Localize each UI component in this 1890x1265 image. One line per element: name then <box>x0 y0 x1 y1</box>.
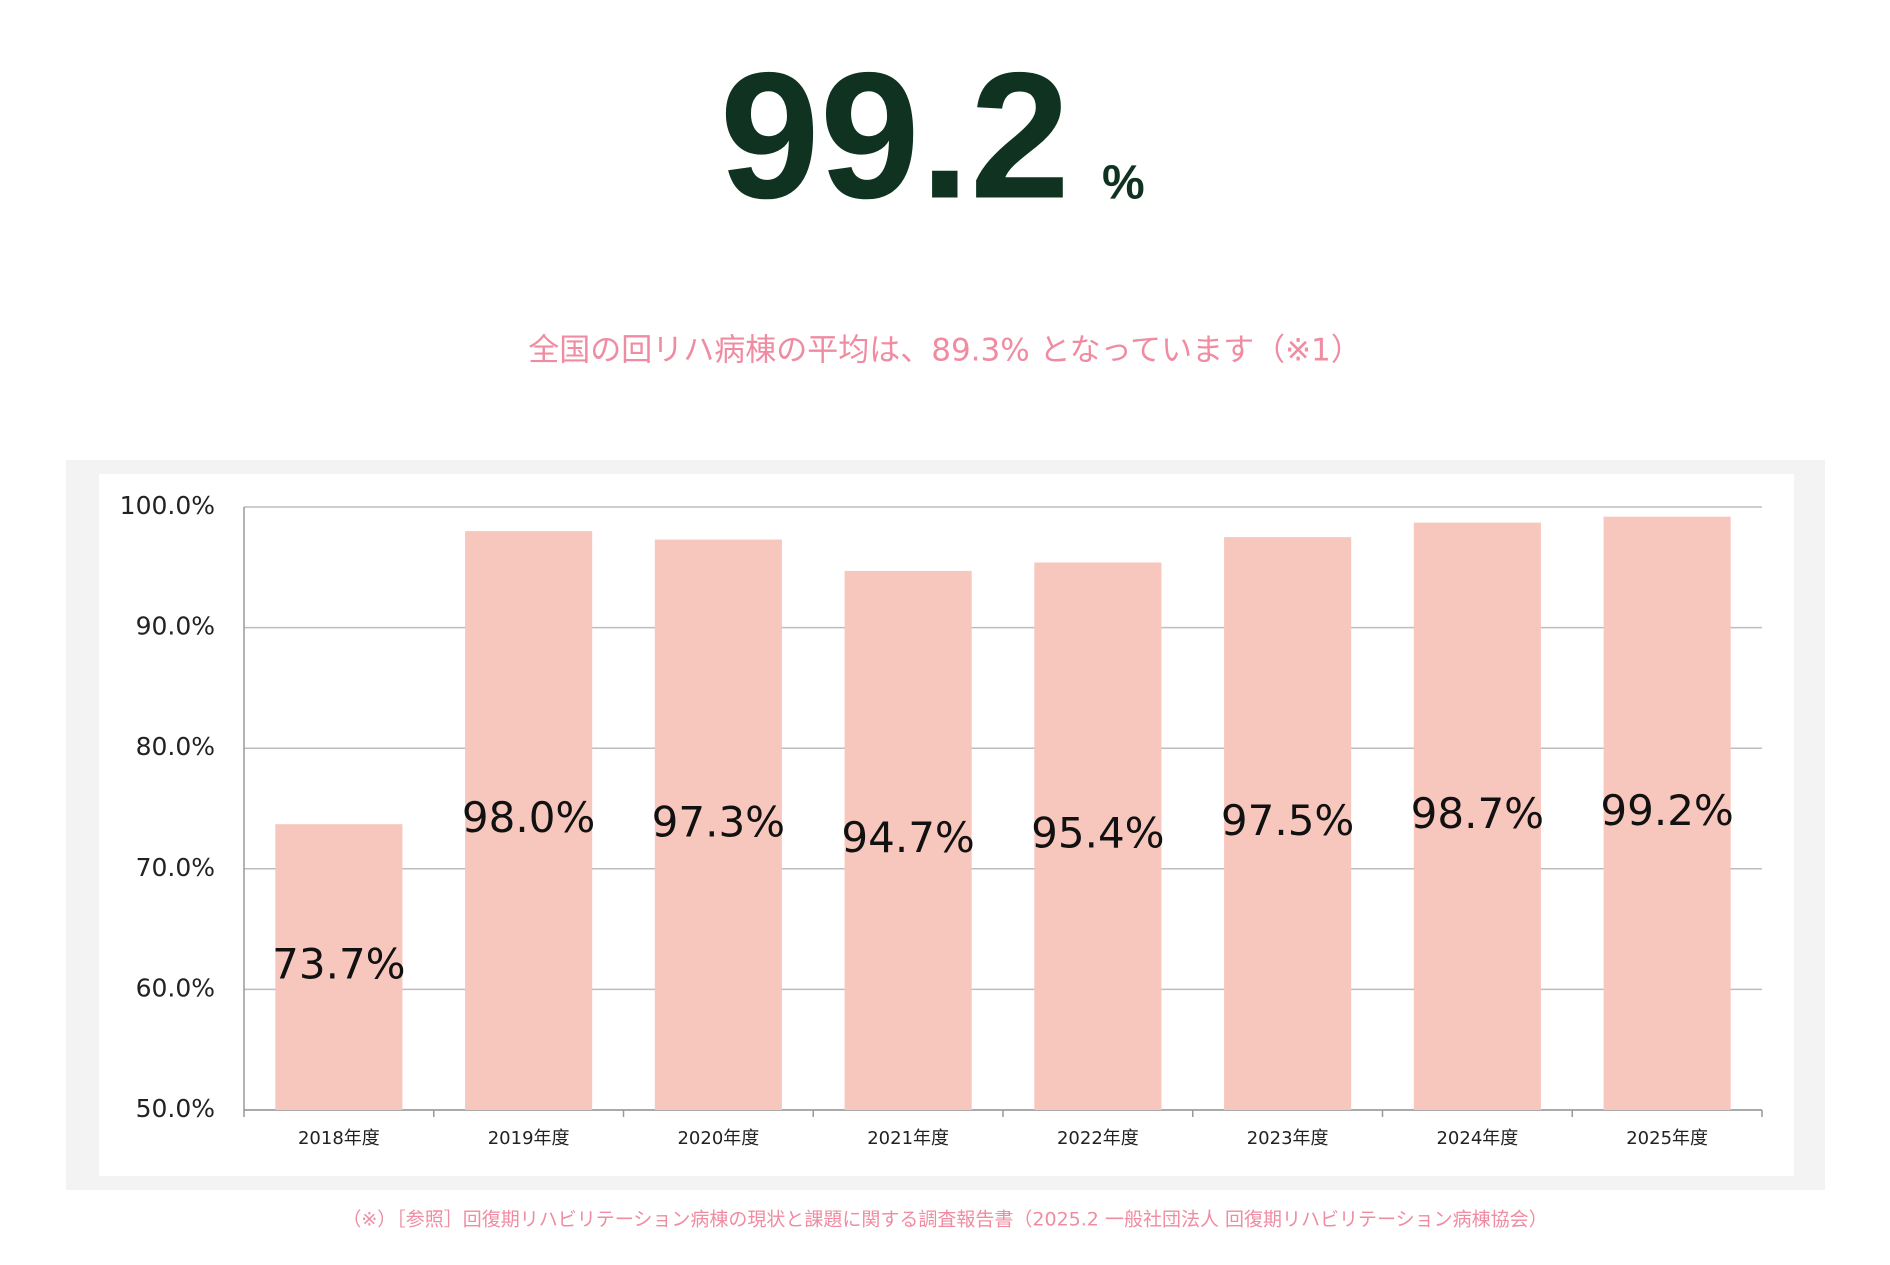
x-tick-label: 2022年度 <box>1057 1128 1139 1149</box>
bar <box>465 531 593 1110</box>
subtitle: 全国の回リハ病棟の平均は、89.3% となっています（※1） <box>528 333 1362 369</box>
y-tick-label: 100.0% <box>120 491 215 520</box>
y-tick-label: 50.0% <box>136 1094 215 1123</box>
bar <box>275 824 403 1110</box>
headline-value: 99.2 <box>720 36 1070 237</box>
y-tick-label: 70.0% <box>136 853 215 882</box>
bar <box>1603 516 1731 1110</box>
y-tick-label: 80.0% <box>136 732 215 761</box>
x-tick-label: 2019年度 <box>488 1128 570 1149</box>
y-tick-label: 90.0% <box>136 612 215 641</box>
y-tick-label: 60.0% <box>136 973 215 1002</box>
x-tick-label: 2024年度 <box>1436 1128 1518 1149</box>
x-tick-label: 2023年度 <box>1247 1128 1329 1149</box>
data-label: 98.0% <box>462 793 595 842</box>
data-label: 98.7% <box>1411 789 1544 838</box>
headline-unit: % <box>1102 157 1145 210</box>
x-tick-label: 2025年度 <box>1626 1128 1708 1149</box>
bar <box>844 570 972 1110</box>
bar <box>654 539 782 1110</box>
data-label: 73.7% <box>272 940 405 989</box>
bar <box>1034 562 1162 1110</box>
x-tick-label: 2018年度 <box>298 1128 380 1149</box>
data-label: 95.4% <box>1031 809 1164 858</box>
bar <box>1224 537 1352 1110</box>
data-label: 97.3% <box>652 797 785 846</box>
x-tick-label: 2020年度 <box>677 1128 759 1149</box>
data-label: 99.2% <box>1600 786 1733 835</box>
footnote: （※）［参照］回復期リハビリテーション病棟の現状と課題に関する調査報告書（202… <box>342 1209 1547 1231</box>
bar <box>1413 522 1541 1110</box>
data-label: 94.7% <box>841 813 974 862</box>
x-tick-label: 2021年度 <box>867 1128 949 1149</box>
data-label: 97.5% <box>1221 796 1354 845</box>
